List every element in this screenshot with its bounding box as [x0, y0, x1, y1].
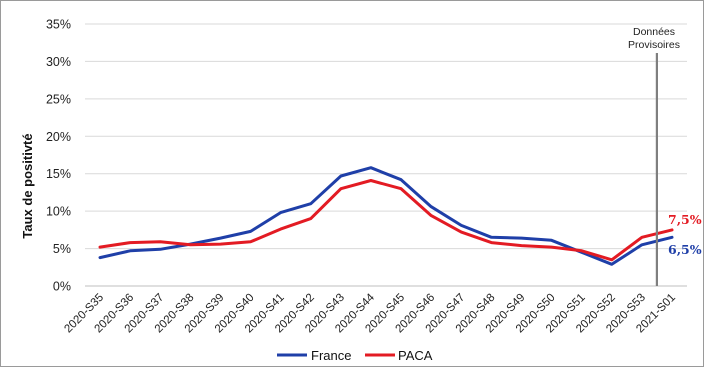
series-line-paca [98, 179, 674, 262]
y-tick-label: 25% [46, 92, 71, 106]
y-tick-label: 15% [46, 167, 71, 181]
series-lines [98, 166, 674, 266]
y-tick-label: 10% [46, 205, 71, 219]
end-label-paca: 7,5% [668, 212, 702, 227]
legend: France PACA [277, 348, 433, 363]
y-tick-label: 30% [46, 55, 71, 69]
y-tick-label: 20% [46, 130, 71, 144]
y-tick-label: 0% [53, 280, 71, 294]
legend-label-paca: PACA [398, 348, 433, 363]
provisional-label-line1: Données [633, 26, 675, 38]
y-axis-title: Taux de positivté [20, 133, 35, 238]
y-tick-labels: 0% 5% 10% 15% 20% 25% 30% 35% [46, 18, 71, 294]
y-tick-label: 35% [46, 18, 71, 32]
gridlines [85, 23, 687, 250]
series-line-france [98, 166, 674, 266]
provisional-label-line2: Provisoires [628, 39, 680, 51]
legend-label-france: France [311, 348, 351, 363]
end-label-france: 6,5% [668, 242, 702, 257]
x-tick-labels: 2020-S352020-S362020-S372020-S382020-S39… [62, 291, 678, 335]
y-tick-label: 5% [53, 242, 71, 256]
